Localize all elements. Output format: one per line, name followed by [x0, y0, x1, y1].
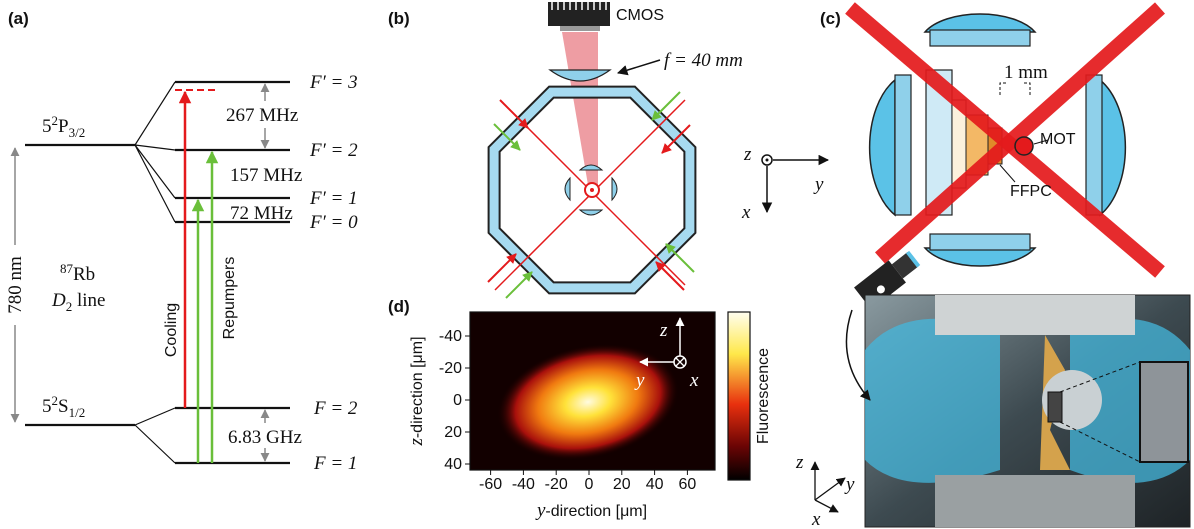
text-part: -direction [μm]	[409, 336, 426, 438]
text-part: 5	[42, 396, 52, 417]
page: Figure body { margin: 0; width: 1194px; …	[0, 0, 1194, 529]
shape	[135, 408, 175, 463]
line-label: D2 line	[51, 290, 105, 314]
focal-length-label: f = 40 mm	[664, 50, 743, 71]
text-part: -direction [μm]	[545, 503, 647, 520]
shape	[766, 159, 769, 162]
axis-label: z	[659, 320, 668, 341]
axis-label: y	[634, 370, 645, 391]
x-tick-label: -40	[512, 476, 535, 493]
mot-label: MOT	[1040, 131, 1076, 148]
panel-label: (c)	[820, 9, 841, 28]
state-label: 52P3/2	[42, 113, 85, 140]
x-tick-label: -20	[545, 476, 568, 493]
axis-label: z	[743, 144, 752, 165]
text-part: 1/2	[69, 405, 86, 420]
text-part: Rb	[73, 264, 95, 285]
shape	[870, 80, 895, 215]
y-axis-label: z-direction [μm]	[406, 336, 427, 446]
axis-label: y	[813, 174, 824, 195]
text-part: y	[535, 500, 546, 521]
level-label: F′ = 0	[309, 212, 358, 233]
shape	[1000, 165, 1015, 182]
text-part: line	[72, 290, 105, 311]
text-part: D	[51, 290, 66, 311]
shape	[562, 32, 598, 185]
axis-label: x	[741, 202, 751, 223]
shape	[652, 92, 680, 120]
shape	[1086, 75, 1102, 215]
transition-label: Cooling	[163, 303, 180, 357]
shape	[1100, 80, 1125, 215]
splitting-label: 72 MHz	[230, 203, 293, 224]
shape	[1140, 362, 1188, 462]
level-label: F′ = 1	[309, 188, 358, 209]
shape	[930, 234, 1030, 250]
body: {"panel_a": {"label": "(a)", "excited_st…	[0, 0, 1194, 529]
shape	[560, 26, 600, 31]
level-label: F = 2	[313, 398, 358, 419]
text-part: 87	[60, 261, 74, 276]
splitting-label: 267 MHz	[226, 105, 298, 126]
y-tick-label: -40	[439, 328, 462, 345]
shape	[935, 295, 1135, 335]
panel-label: (a)	[8, 9, 29, 28]
figure: (a) 52P3/2 52S1/2 F′ = 3 F′ = 2 F′ = 1 F…	[0, 0, 1194, 529]
isotope-label: 87Rb	[60, 261, 95, 285]
shape	[656, 262, 684, 290]
y-tick-label: -20	[439, 360, 462, 377]
camera-label: CMOS	[616, 7, 664, 24]
panel-label: (b)	[388, 9, 410, 28]
shape	[1015, 137, 1033, 155]
panel-label: (d)	[388, 297, 410, 316]
level-label: F′ = 2	[309, 140, 358, 161]
shape	[895, 75, 911, 215]
shape	[1000, 83, 1030, 95]
axis-label: x	[811, 509, 821, 529]
splitting-label: 6.83 GHz	[228, 427, 302, 448]
text-part: S	[58, 396, 69, 417]
transition-label: Repumpers	[221, 257, 238, 340]
text-part: P	[58, 116, 69, 137]
shape	[930, 30, 1030, 46]
state-label: 52S1/2	[42, 393, 85, 420]
axis-label: x	[689, 370, 699, 391]
shape	[1048, 392, 1062, 422]
wavelength-label: 780 nm	[5, 256, 26, 314]
x-tick-label: 20	[613, 476, 631, 493]
shape	[865, 319, 1000, 483]
text-part: 5	[42, 116, 52, 137]
axis-label: y	[844, 474, 855, 495]
splitting-label: 157 MHz	[230, 165, 302, 186]
colorbar	[728, 312, 750, 480]
shape	[550, 70, 610, 81]
shape	[488, 254, 516, 282]
axis-label: z	[795, 452, 804, 473]
x-axis-label: y-direction [μm]	[535, 500, 647, 521]
shape	[935, 475, 1135, 527]
shape	[925, 14, 1035, 32]
shape	[815, 478, 845, 500]
shape	[925, 248, 1035, 266]
text-part: 3/2	[69, 125, 86, 140]
shape	[135, 82, 175, 222]
x-tick-label: -60	[479, 476, 502, 493]
y-tick-label: 20	[444, 424, 462, 441]
level-label: F = 1	[313, 453, 357, 474]
x-tick-label: 40	[646, 476, 664, 493]
y-tick-label: 40	[444, 456, 462, 473]
ffpc-label: FFPC	[1010, 183, 1052, 200]
shape	[618, 60, 660, 73]
y-tick-label: 0	[453, 392, 462, 409]
level-label: F′ = 3	[309, 72, 358, 93]
shape	[590, 188, 594, 192]
colorbar-label: Fluorescence	[755, 348, 772, 444]
scale-label: 1 mm	[1004, 62, 1048, 83]
x-tick-label: 60	[679, 476, 697, 493]
x-tick-label: 0	[585, 476, 594, 493]
